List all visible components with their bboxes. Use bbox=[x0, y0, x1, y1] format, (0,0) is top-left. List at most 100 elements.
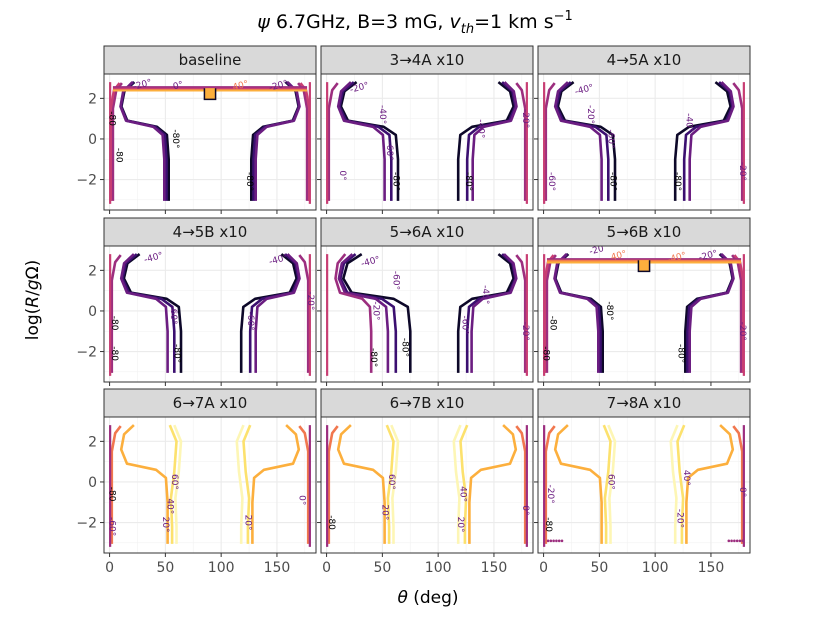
contour-line bbox=[688, 81, 735, 201]
contour-label: -80 bbox=[547, 316, 557, 331]
panel-8: 7→8A x10 60° 40° -20° 0° -80 -20° 0 50 100 150 bbox=[534, 388, 751, 576]
contour-label: -20° bbox=[737, 162, 747, 181]
contour-label: 40° bbox=[610, 249, 628, 263]
contour-line bbox=[685, 424, 735, 544]
plot-background bbox=[538, 417, 750, 553]
contour-group: -20° 40° -40° -20°-80-80-80°-80°-20° bbox=[541, 246, 747, 376]
panel-0: baseline -20° 0° 40° -20° -80 -80 -80° -80° 2 0 −2 bbox=[76, 45, 317, 214]
contour-label: -80° bbox=[399, 338, 409, 357]
contour-label: -40° bbox=[480, 285, 490, 304]
contour-line bbox=[544, 425, 556, 544]
contour-label: 0° bbox=[337, 170, 347, 180]
contour-label: -40° bbox=[268, 253, 289, 268]
panel-3: 4→5B x10 -40° -60° -80° -40° -20° -60° -80 -80 2 0… bbox=[76, 217, 317, 386]
panel-7: 6→7B x10 60° 20° 40° 20° 0° -80 0 50 100 150 bbox=[317, 388, 534, 576]
contour-dot bbox=[730, 539, 733, 543]
x-tick-label: 150 bbox=[264, 560, 291, 576]
contour-line bbox=[602, 424, 612, 544]
contour-line bbox=[110, 425, 122, 544]
contour-label: -40° bbox=[475, 119, 485, 138]
y-tick-label: 2 bbox=[88, 91, 97, 107]
contour-label: -60° bbox=[460, 316, 470, 335]
contour-label: 0° bbox=[737, 487, 747, 497]
strip-label: baseline bbox=[179, 51, 242, 69]
contour-label: -80° bbox=[368, 348, 378, 367]
contour-line bbox=[732, 82, 744, 201]
contour-label: -80° bbox=[604, 301, 614, 320]
contour-label: -80° bbox=[608, 172, 618, 191]
contour-label: -20° bbox=[132, 78, 153, 93]
y-tick-label: −2 bbox=[76, 173, 97, 189]
contour-label: -20° bbox=[674, 509, 684, 528]
x-tick-label: 0 bbox=[539, 560, 548, 576]
panel-border bbox=[537, 73, 751, 211]
contour-line bbox=[336, 424, 386, 544]
contour-line bbox=[607, 424, 617, 544]
contour-line bbox=[327, 425, 339, 544]
contour-line bbox=[173, 424, 183, 544]
contour-line bbox=[459, 424, 469, 544]
contour-line bbox=[254, 81, 301, 201]
contour-line bbox=[327, 82, 339, 201]
contour-label: -80° bbox=[244, 172, 254, 191]
panel-4: 5→6A x10 -40° -20° -60° -80° -80° -60° -40° -20° bbox=[317, 217, 534, 386]
contour-line bbox=[732, 425, 744, 544]
contour-line bbox=[251, 424, 301, 544]
contour-label: -60° bbox=[245, 312, 255, 331]
contour-label: -80 bbox=[107, 487, 117, 502]
panel-border bbox=[320, 416, 534, 554]
contour-label: -20° bbox=[585, 105, 595, 124]
x-tick-label: 50 bbox=[156, 560, 174, 576]
plot-background bbox=[104, 246, 316, 382]
contour-label: 60° bbox=[169, 474, 179, 490]
contour-dot bbox=[549, 539, 553, 543]
contour-label: -80° bbox=[171, 344, 181, 363]
contour-line bbox=[553, 424, 603, 544]
contour-line bbox=[553, 81, 603, 201]
y-tick-label: 0 bbox=[88, 475, 97, 491]
contour-group: -20° -40° -40° -20° 0° -60° -80° -80° bbox=[326, 81, 530, 204]
panel-border bbox=[320, 245, 534, 383]
contour-line bbox=[342, 253, 412, 373]
contour-label: 40° bbox=[457, 486, 467, 502]
strip-background bbox=[103, 45, 317, 75]
panel-5: 5→6B x10-20° 40° -40° -20°-80-80-80°-80°-20… bbox=[534, 217, 751, 386]
contour-line bbox=[119, 253, 169, 373]
x-tick-label: 100 bbox=[642, 560, 669, 576]
contour-label: 40° bbox=[165, 498, 175, 514]
contour-line bbox=[468, 424, 518, 544]
contour-group: -40° -20° -60° -80° -80° -60° -40° -20° bbox=[326, 253, 530, 376]
contour-label: -20° bbox=[520, 322, 530, 341]
x-tick-label: 50 bbox=[590, 560, 608, 576]
contour-label: -80° bbox=[170, 129, 180, 148]
contour-label: 0° bbox=[172, 80, 184, 92]
contour-group: -20° 0° 40° -20° -80 -80 -80° -80° bbox=[107, 78, 311, 204]
y-axis-label: log(R/gΩ) bbox=[23, 260, 43, 341]
contour-dot bbox=[560, 539, 564, 543]
x-tick-label: 100 bbox=[425, 560, 452, 576]
strip-label: 4→5A x10 bbox=[607, 51, 682, 69]
contour-dot bbox=[727, 539, 731, 543]
contour-label: -60° bbox=[107, 517, 117, 536]
plot-background bbox=[104, 417, 316, 553]
contour-dot bbox=[741, 539, 745, 543]
contour-line bbox=[390, 424, 400, 544]
contour-group: -40° -20° -60° -40° -20° -60° -80° -80° bbox=[543, 81, 747, 204]
contour-label: -20° bbox=[268, 79, 289, 94]
contour-label: -40° bbox=[666, 251, 687, 266]
x-tick-label: 150 bbox=[698, 560, 725, 576]
contour-label: 40° bbox=[232, 79, 250, 93]
contour-label: -80° bbox=[672, 172, 682, 191]
x-tick-label: 100 bbox=[208, 560, 235, 576]
contour-group: 60° 20° 40° 20° 0° -80 bbox=[326, 424, 530, 547]
contour-line bbox=[688, 253, 735, 373]
contour-label: -60° bbox=[605, 129, 615, 148]
contour-label: 20° bbox=[379, 504, 389, 520]
panel-6: 6→7A x10 60° 40° 20° 20° 0° -80 -60° 2 0 −2 0 50 100 1… bbox=[76, 388, 317, 576]
contour-line bbox=[119, 424, 169, 544]
contour-line bbox=[385, 424, 395, 544]
panel-border bbox=[103, 73, 317, 211]
contour-line bbox=[110, 254, 122, 373]
contour-label: -20° bbox=[545, 485, 555, 504]
contour-label: -40° bbox=[574, 83, 595, 98]
